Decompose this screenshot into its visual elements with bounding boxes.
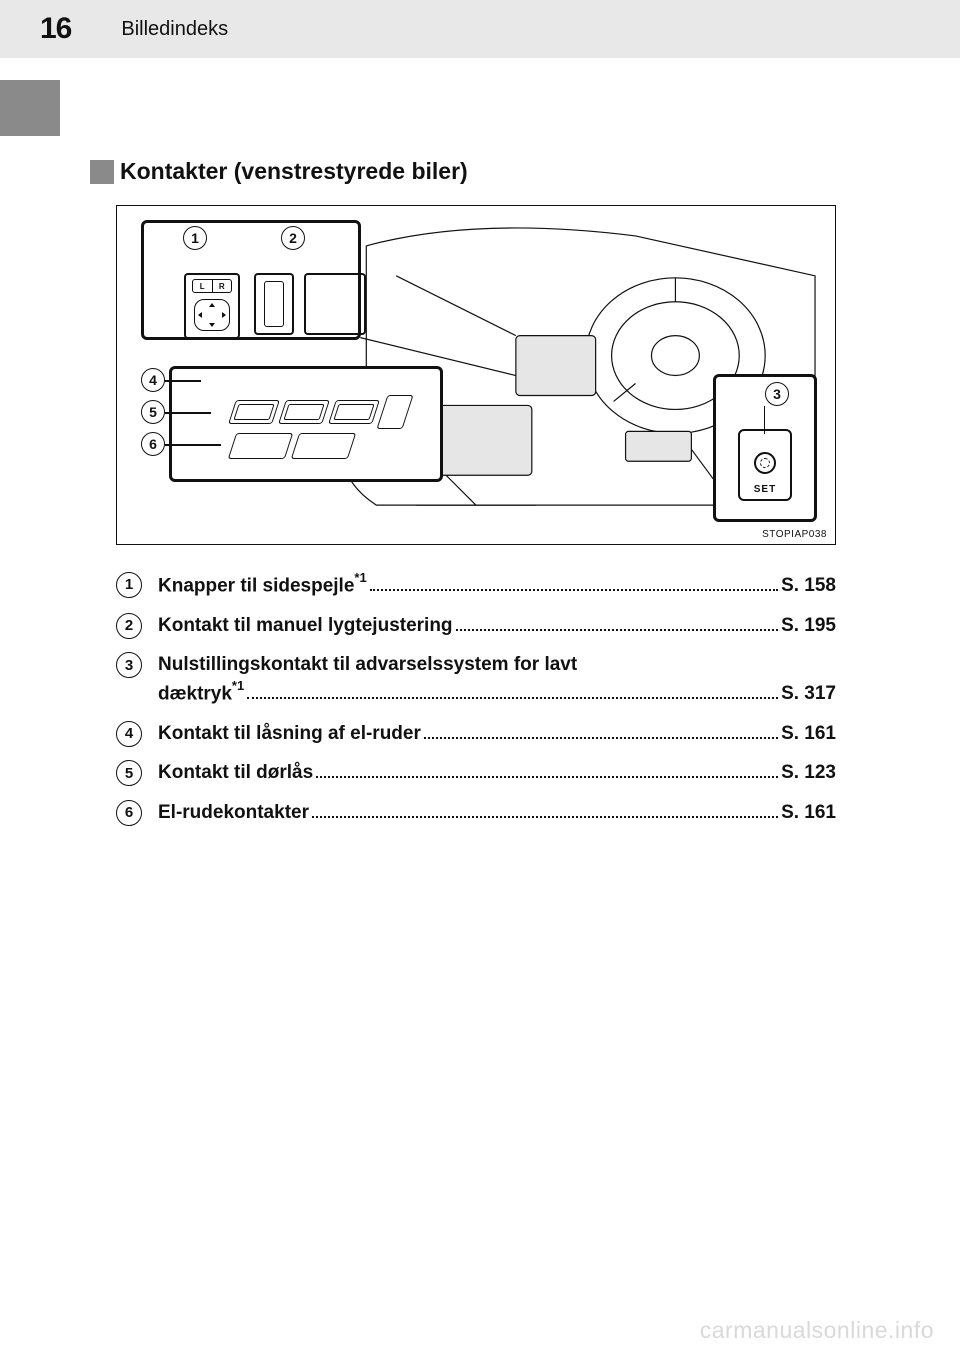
diagram-code: STOPIAP038 bbox=[762, 529, 827, 540]
door-lock-switch bbox=[278, 400, 330, 424]
leader-line-4 bbox=[165, 380, 201, 382]
content-area: Kontakter (venstrestyrede biler) bbox=[70, 80, 890, 838]
list-item-line: Kontakt til manuel lygtejustering S. 195 bbox=[158, 612, 836, 640]
list-item-label: dæktryk*1 bbox=[158, 679, 244, 708]
page-reference: S. 195 bbox=[781, 612, 836, 640]
leader-dots bbox=[424, 720, 778, 739]
subsection-heading: Kontakter (venstrestyrede biler) bbox=[90, 158, 890, 185]
list-item-body: Kontakt til manuel lygtejustering S. 195 bbox=[158, 612, 836, 640]
list-item-line: El-rudekontakter S. 161 bbox=[158, 799, 836, 827]
rear-window-switch bbox=[291, 433, 356, 459]
leader-line-5 bbox=[165, 412, 211, 414]
leader-line-6 bbox=[165, 444, 221, 446]
page-reference: S. 161 bbox=[781, 720, 836, 748]
list-item-line: Kontakt til låsning af el-ruder S. 161 bbox=[158, 720, 836, 748]
switch-list: 1 Knapper til sidespejle*1 S. 158 2 Kontakt … bbox=[116, 571, 836, 826]
watermark: carmanualsonline.info bbox=[700, 1317, 934, 1344]
list-item-label: Kontakt til låsning af el-ruder bbox=[158, 720, 421, 748]
leader-dots bbox=[370, 572, 778, 591]
page-reference: S. 317 bbox=[781, 680, 836, 708]
list-item: 2 Kontakt til manuel lygtejustering S. 195 bbox=[116, 612, 836, 640]
callout-5: 5 bbox=[141, 400, 165, 424]
headlight-level-switch bbox=[254, 273, 294, 335]
page-reference: S. 158 bbox=[781, 572, 836, 600]
subsection-title: Kontakter (venstrestyrede biler) bbox=[120, 158, 468, 185]
driver-window-switch bbox=[376, 395, 413, 429]
list-item-label: Nulstillingskontakt til advarselssystem … bbox=[158, 651, 577, 679]
door-switch-panel bbox=[169, 366, 443, 482]
list-item-line: Nulstillingskontakt til advarselssystem … bbox=[158, 651, 836, 679]
leader-line-3 bbox=[764, 406, 766, 434]
list-item: 1 Knapper til sidespejle*1 S. 158 bbox=[116, 571, 836, 600]
tpms-set-label: SET bbox=[754, 484, 776, 495]
list-item: 4 Kontakt til låsning af el-ruder S. 161 bbox=[116, 720, 836, 748]
mirror-lr-selector: L R bbox=[192, 279, 232, 293]
list-item-number: 4 bbox=[116, 721, 142, 747]
mirror-panel: L R bbox=[141, 220, 361, 340]
list-item-body: Kontakt til låsning af el-ruder S. 161 bbox=[158, 720, 836, 748]
callout-1: 1 bbox=[183, 226, 207, 250]
list-item-number: 1 bbox=[116, 572, 142, 598]
switches-diagram: L R 1 2 bbox=[116, 205, 836, 545]
callout-4: 4 bbox=[141, 368, 165, 392]
rear-window-switch bbox=[228, 433, 293, 459]
callout-2: 2 bbox=[281, 226, 305, 250]
page-header: 16 Billedindeks bbox=[0, 0, 960, 58]
window-switch bbox=[328, 400, 380, 424]
sidebar-block bbox=[0, 80, 60, 136]
callout-6: 6 bbox=[141, 432, 165, 456]
list-item-number: 5 bbox=[116, 760, 142, 786]
mirror-right-label: R bbox=[213, 280, 232, 292]
window-switch-row-rear bbox=[232, 433, 352, 459]
callout-3: 3 bbox=[765, 382, 789, 406]
list-item-label: Kontakt til manuel lygtejustering bbox=[158, 612, 453, 640]
mirror-direction-pad bbox=[194, 299, 230, 331]
list-item-body: Knapper til sidespejle*1 S. 158 bbox=[158, 571, 836, 600]
footnote-marker: *1 bbox=[232, 678, 244, 693]
leader-dots bbox=[247, 680, 778, 699]
list-item-label: El-rudekontakter bbox=[158, 799, 309, 827]
list-item-body: Kontakt til dørlås S. 123 bbox=[158, 759, 836, 787]
tpms-tire-icon bbox=[754, 452, 776, 474]
page-reference: S. 161 bbox=[781, 799, 836, 827]
list-item-number: 3 bbox=[116, 652, 142, 678]
blank-switch-slot bbox=[304, 273, 366, 335]
leader-dots bbox=[456, 612, 779, 631]
list-item: 3 Nulstillingskontakt til advarselssystem… bbox=[116, 651, 836, 707]
list-item-line: Kontakt til dørlås S. 123 bbox=[158, 759, 836, 787]
list-item: 5 Kontakt til dørlås S. 123 bbox=[116, 759, 836, 787]
window-lock-switch bbox=[228, 400, 280, 424]
list-item-line: Knapper til sidespejle*1 S. 158 bbox=[158, 571, 836, 600]
tpms-set-button: SET bbox=[738, 429, 792, 501]
list-item-number: 6 bbox=[116, 800, 142, 826]
page-number: 16 bbox=[40, 12, 71, 46]
window-switch-row-front bbox=[232, 397, 430, 427]
footnote-marker: *1 bbox=[354, 570, 366, 585]
mirror-switch: L R bbox=[184, 273, 240, 339]
list-item-body: El-rudekontakter S. 161 bbox=[158, 799, 836, 827]
list-item-label: Knapper til sidespejle*1 bbox=[158, 571, 367, 600]
list-item-body: Nulstillingskontakt til advarselssystem … bbox=[158, 651, 836, 707]
page-reference: S. 123 bbox=[781, 759, 836, 787]
list-item-number: 2 bbox=[116, 613, 142, 639]
section-title: Billedindeks bbox=[121, 18, 228, 41]
mirror-left-label: L bbox=[193, 280, 213, 292]
leader-dots bbox=[316, 759, 778, 778]
list-item: 6 El-rudekontakter S. 161 bbox=[116, 799, 836, 827]
square-bullet-icon bbox=[90, 160, 114, 184]
leader-dots bbox=[312, 799, 778, 818]
list-item-line: dæktryk*1 S. 317 bbox=[158, 679, 836, 708]
list-item-label: Kontakt til dørlås bbox=[158, 759, 313, 787]
